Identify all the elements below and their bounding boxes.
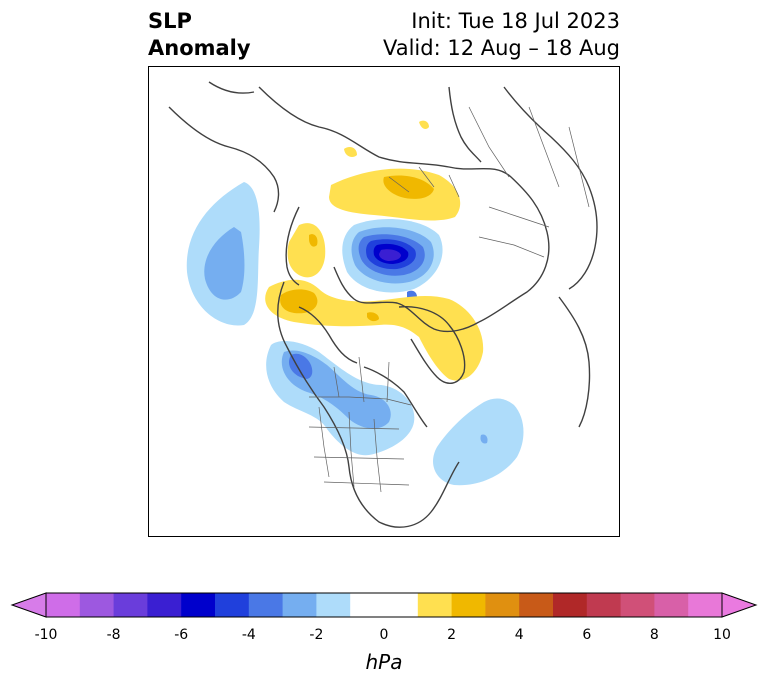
colorbar-cell bbox=[350, 593, 385, 617]
map-panel bbox=[148, 66, 620, 537]
colorbar-cell bbox=[688, 593, 723, 617]
colorbar-cell bbox=[519, 593, 554, 617]
colorbar-tick-label: 4 bbox=[514, 627, 524, 643]
colorbar-cell bbox=[553, 593, 588, 617]
colorbar-cell bbox=[113, 593, 148, 617]
valid-range: Valid: 12 Aug – 18 Aug bbox=[382, 36, 620, 60]
colorbar-unit-label: hPa bbox=[365, 650, 403, 674]
colorbar-cell bbox=[248, 593, 284, 617]
siberian-high-anomaly bbox=[329, 120, 461, 221]
colorbar-cell bbox=[79, 593, 115, 617]
colorbar-outline bbox=[45, 592, 723, 618]
colorbar-cell bbox=[654, 593, 689, 617]
colorbar-cell bbox=[384, 593, 419, 617]
colorbar-cell bbox=[620, 593, 655, 617]
colorbar-tick-label: -10 bbox=[34, 627, 58, 643]
pacific-low-anomaly bbox=[186, 182, 260, 326]
colorbar-cell bbox=[451, 593, 486, 617]
colorbar-tick-label: 2 bbox=[447, 627, 457, 643]
anomaly-map bbox=[168, 81, 598, 528]
colorbar-cell bbox=[46, 593, 81, 617]
title-anomaly: Anomaly bbox=[148, 36, 251, 60]
colorbar-cell bbox=[181, 593, 216, 617]
coastlines bbox=[168, 81, 598, 528]
colorbar-tick-label: 0 bbox=[379, 627, 389, 643]
init-date: Init: Tue 18 Jul 2023 bbox=[411, 9, 620, 33]
colorbar-tick-label: -6 bbox=[174, 627, 189, 643]
title-right: Init: Tue 18 Jul 2023 Valid: 12 Aug – 18… bbox=[383, 8, 620, 62]
title-variable: SLP bbox=[148, 9, 192, 33]
colorbar-cell bbox=[586, 593, 622, 617]
political-borders bbox=[308, 106, 590, 493]
colorbar-cell bbox=[316, 593, 351, 617]
arctic-low-anomaly bbox=[342, 219, 443, 300]
colorbar-cells bbox=[46, 593, 723, 617]
north-atlantic-high-anomaly bbox=[265, 223, 484, 381]
title-left: SLP Anomaly bbox=[148, 8, 251, 62]
colorbar-tick-label: -8 bbox=[106, 627, 121, 643]
colorbar-tick-label: 8 bbox=[649, 627, 659, 643]
colorbar-cell bbox=[147, 593, 182, 617]
colorbar-extend-min bbox=[10, 592, 47, 618]
colorbar-tick-label: 10 bbox=[713, 627, 731, 643]
colorbar-cell bbox=[282, 593, 317, 617]
colorbar-cell bbox=[485, 593, 520, 617]
colorbar-tick-label: -2 bbox=[309, 627, 324, 643]
colorbar-tick-label: -4 bbox=[241, 627, 256, 643]
atlantic-low-anomaly bbox=[433, 398, 524, 486]
colorbar-cell bbox=[417, 593, 453, 617]
colorbar-tick-label: 6 bbox=[582, 627, 592, 643]
colorbar-extend-max bbox=[721, 592, 758, 618]
colorbar-cell bbox=[215, 593, 250, 617]
colorbar bbox=[10, 592, 758, 618]
north-america-low-anomaly bbox=[266, 341, 415, 456]
